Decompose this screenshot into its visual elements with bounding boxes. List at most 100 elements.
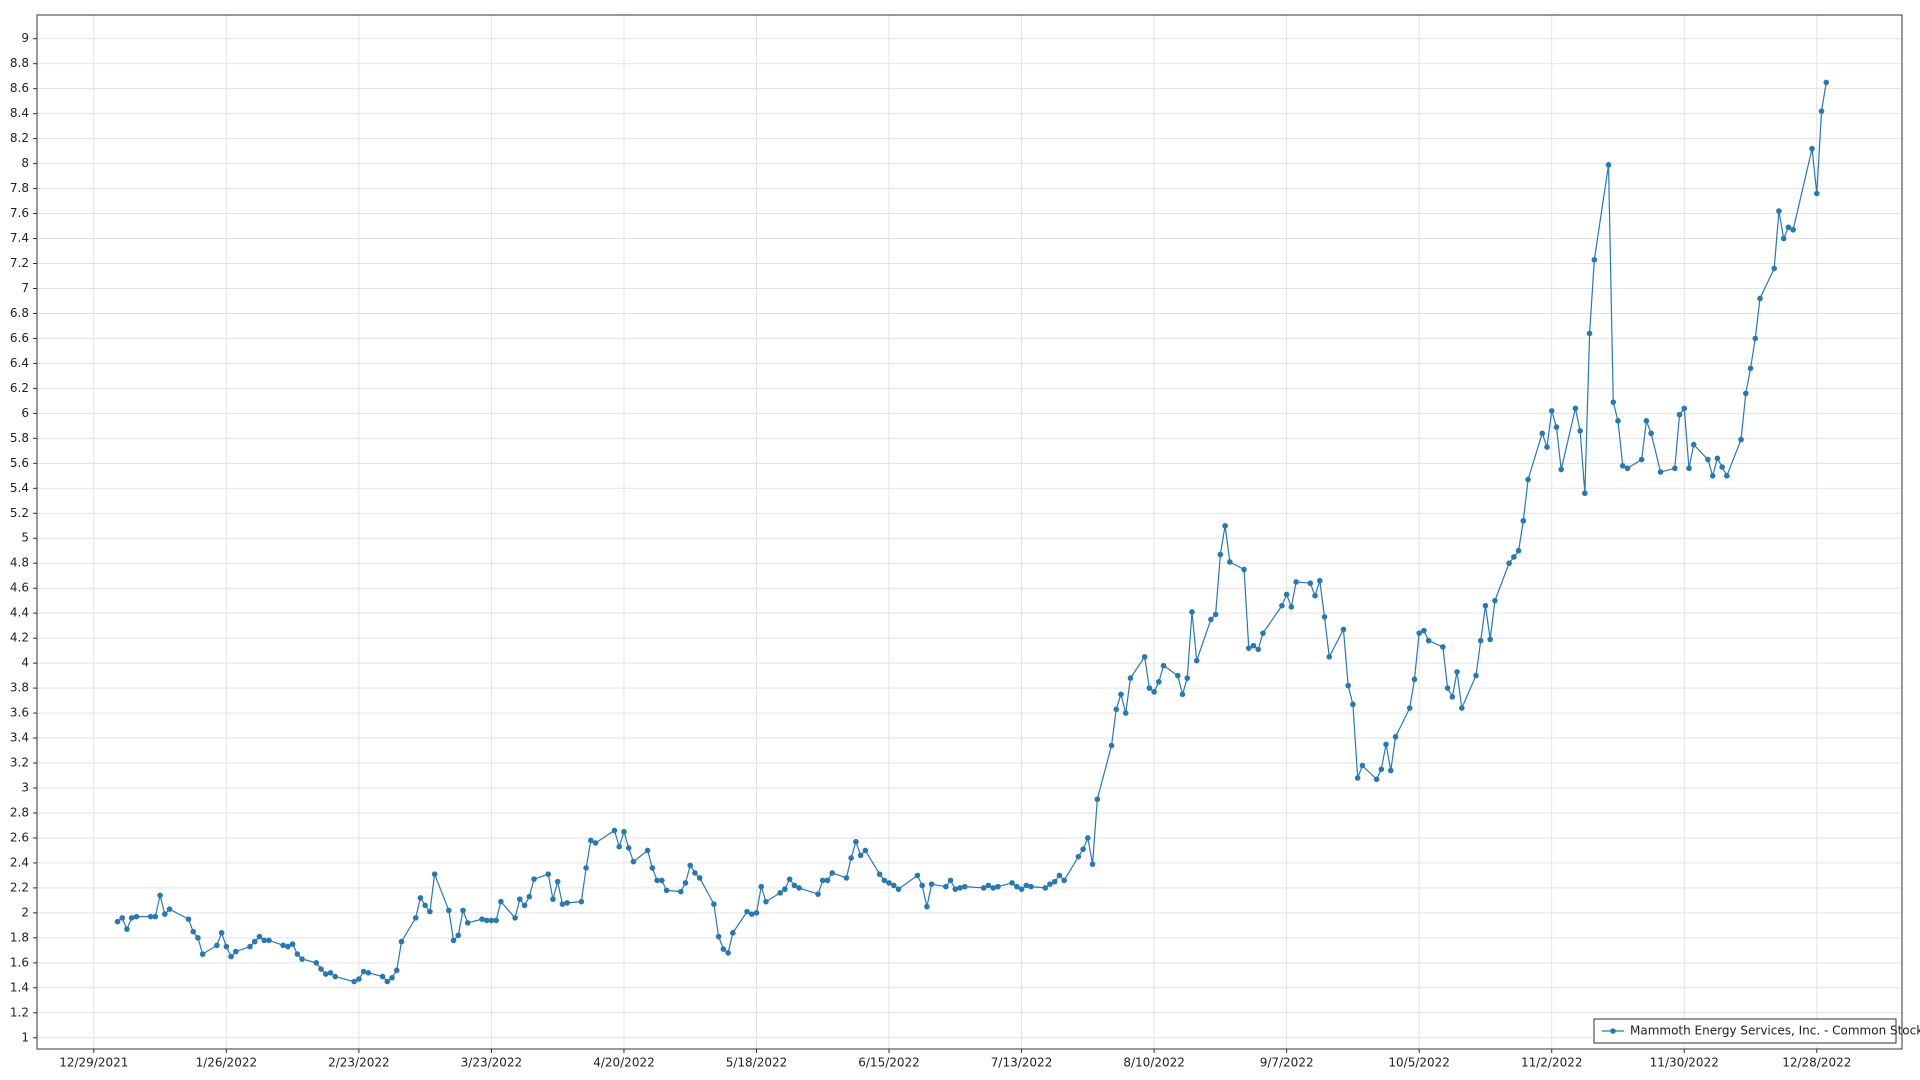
data-point xyxy=(862,847,869,854)
data-point xyxy=(531,876,537,882)
y-tick-label: 4 xyxy=(21,656,29,670)
data-point xyxy=(393,967,400,974)
y-tick-label: 8 xyxy=(21,156,29,170)
data-point xyxy=(446,907,452,914)
data-point xyxy=(1250,642,1257,649)
data-point xyxy=(483,917,490,924)
data-point xyxy=(1539,430,1546,437)
data-point xyxy=(919,882,925,889)
y-tick-label: 1.8 xyxy=(10,930,29,944)
data-point xyxy=(147,913,154,920)
data-point xyxy=(1615,418,1621,424)
y-tick-label: 5.6 xyxy=(10,456,29,470)
data-point xyxy=(332,973,339,980)
y-tick-label: 5.4 xyxy=(10,481,29,495)
y-tick-label: 1 xyxy=(21,1030,29,1044)
data-point xyxy=(1705,456,1711,463)
data-point xyxy=(1085,835,1091,841)
data-point xyxy=(1577,428,1583,434)
data-point xyxy=(261,937,268,944)
data-point xyxy=(1813,190,1820,197)
y-tick-label: 7.8 xyxy=(10,181,29,195)
data-point xyxy=(1193,657,1200,664)
data-point xyxy=(1255,646,1262,653)
legend-box xyxy=(1593,1018,1897,1044)
data-point xyxy=(611,827,618,834)
y-tick-label: 5.2 xyxy=(10,506,29,520)
x-tick-label: 12/28/2022 xyxy=(1782,1056,1851,1070)
data-point xyxy=(1080,846,1086,852)
data-point xyxy=(1449,694,1456,700)
data-point xyxy=(1515,547,1522,554)
data-point xyxy=(924,903,930,910)
data-point xyxy=(947,877,954,884)
data-point xyxy=(1018,886,1025,892)
data-point xyxy=(1089,861,1096,867)
data-point xyxy=(384,978,391,985)
data-point xyxy=(1042,885,1049,891)
data-point xyxy=(1714,455,1721,462)
y-tick-label: 2.4 xyxy=(10,855,29,869)
data-point xyxy=(1387,767,1394,774)
data-point xyxy=(616,843,623,850)
data-point xyxy=(493,917,499,924)
data-point xyxy=(824,877,831,884)
data-point xyxy=(1345,682,1351,689)
data-point xyxy=(819,877,826,884)
data-point xyxy=(578,898,585,905)
data-point xyxy=(289,941,296,947)
data-point xyxy=(1122,710,1129,716)
data-point xyxy=(1681,405,1688,412)
data-point xyxy=(829,870,836,876)
data-point xyxy=(1094,796,1101,803)
data-point xyxy=(417,895,424,901)
data-point xyxy=(881,877,888,884)
data-point xyxy=(1212,611,1219,618)
x-tick-label: 5/18/2022 xyxy=(726,1056,788,1070)
x-tick-label: 3/23/2022 xyxy=(461,1056,523,1070)
y-tick-label: 2.2 xyxy=(10,880,29,894)
data-point xyxy=(133,913,140,920)
data-point xyxy=(1156,679,1162,685)
y-tick-label: 5.8 xyxy=(10,431,29,445)
y-tick-label: 7.6 xyxy=(10,206,29,220)
data-point xyxy=(886,880,892,886)
data-point xyxy=(1752,335,1759,342)
data-point xyxy=(1222,522,1228,529)
data-point xyxy=(720,946,727,952)
data-point xyxy=(1146,685,1153,691)
data-point xyxy=(1648,430,1654,437)
data-point xyxy=(559,901,566,907)
data-point xyxy=(1061,877,1067,884)
data-point xyxy=(1440,644,1446,650)
data-point xyxy=(730,930,736,936)
data-point xyxy=(360,968,367,975)
data-point xyxy=(294,951,301,957)
data-point xyxy=(1406,705,1413,711)
data-point xyxy=(398,938,405,945)
data-point xyxy=(1520,517,1527,524)
data-point xyxy=(748,911,755,917)
data-point xyxy=(1217,551,1224,558)
data-point xyxy=(715,933,722,940)
data-point xyxy=(1340,626,1347,633)
data-point xyxy=(1818,108,1825,114)
y-tick-label: 4.2 xyxy=(10,631,29,645)
x-tick-label: 4/20/2022 xyxy=(593,1056,655,1070)
data-point xyxy=(980,885,987,891)
y-tick-label: 3.6 xyxy=(10,706,29,720)
y-tick-label: 3.2 xyxy=(10,756,29,770)
data-point xyxy=(1373,776,1380,783)
x-tick-label: 2/23/2022 xyxy=(328,1056,390,1070)
data-point xyxy=(521,902,528,909)
data-point xyxy=(1742,390,1749,397)
data-point xyxy=(479,916,485,922)
data-point xyxy=(677,888,684,895)
y-tick-label: 8.8 xyxy=(10,56,29,70)
data-point xyxy=(266,937,272,944)
data-point xyxy=(1686,465,1692,472)
data-point xyxy=(815,891,821,897)
data-point xyxy=(450,937,457,944)
data-point xyxy=(725,950,731,956)
